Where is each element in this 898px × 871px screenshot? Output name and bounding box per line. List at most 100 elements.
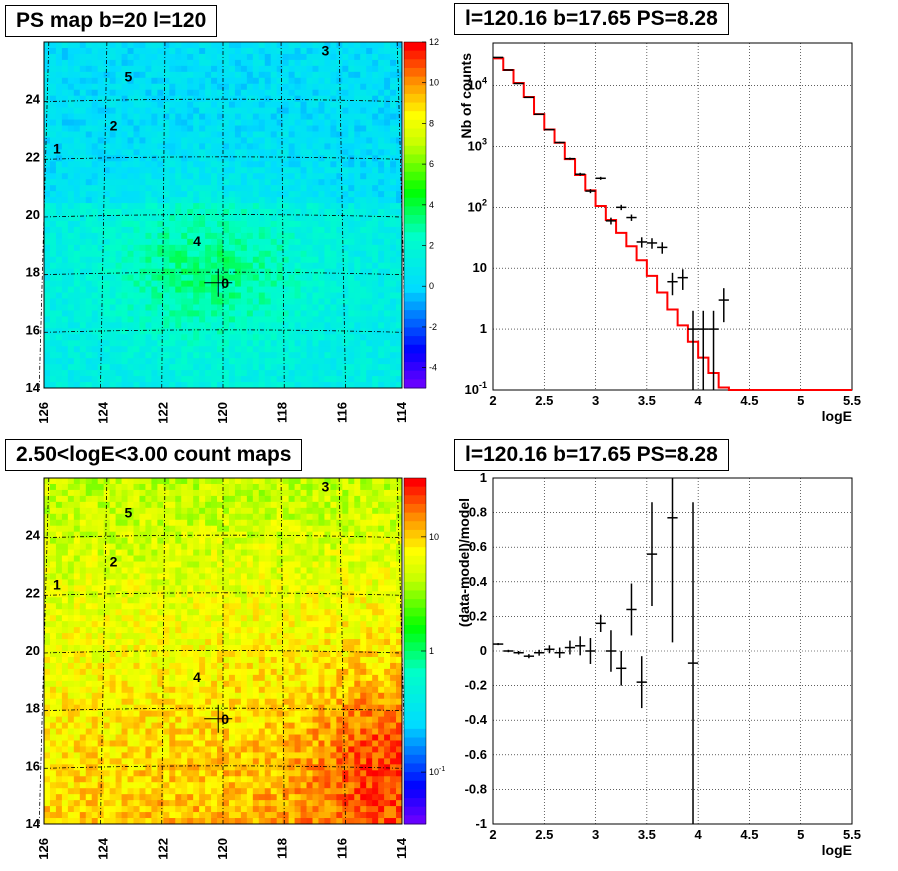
map-pixel	[318, 567, 325, 574]
map-pixel	[372, 125, 379, 132]
map-pixel	[157, 232, 164, 240]
map-pixel	[276, 382, 284, 389]
map-pixel	[193, 268, 200, 276]
map-pixel	[246, 113, 254, 120]
map-pixel	[139, 59, 146, 67]
map-pixel	[103, 537, 111, 545]
map-pixel	[79, 531, 87, 539]
map-pixel	[145, 543, 152, 550]
map-pixel	[366, 244, 373, 252]
map-pixel	[163, 352, 170, 359]
map-pixel	[109, 161, 116, 168]
map-pixel	[246, 161, 254, 168]
map-pixel	[91, 549, 99, 556]
map-pixel	[103, 346, 111, 353]
map-pixel	[49, 537, 57, 545]
map-pixel	[49, 226, 57, 234]
map-pixel	[115, 382, 122, 389]
map-pixel	[234, 89, 242, 97]
map-pixel	[223, 585, 230, 592]
map-pixel	[300, 316, 307, 323]
map-pixel	[270, 478, 278, 485]
map-pixel	[354, 77, 361, 85]
map-pixel	[169, 352, 176, 359]
map-pixel	[187, 101, 194, 109]
map-pixel	[163, 65, 170, 73]
map-pixel	[354, 310, 361, 317]
map-pixel	[270, 137, 278, 144]
map-pixel	[223, 316, 230, 323]
map-pixel	[44, 89, 51, 97]
map-pixel	[246, 304, 254, 311]
map-pixel	[264, 573, 272, 580]
map-pixel	[79, 352, 87, 359]
map-pixel	[276, 495, 284, 503]
map-pixel	[276, 161, 284, 168]
map-pixel	[181, 585, 188, 592]
map-pixel	[360, 89, 367, 97]
map-pixel	[342, 167, 349, 174]
map-pixel	[205, 519, 212, 527]
map-pixel	[211, 226, 218, 234]
map-pixel	[324, 77, 331, 85]
map-pixel	[312, 579, 319, 586]
map-pixel	[324, 268, 331, 276]
map-pixel	[223, 483, 230, 491]
map-pixel	[181, 555, 188, 562]
map-pixel	[330, 197, 337, 204]
map-pixel	[109, 585, 116, 592]
map-pixel	[145, 101, 152, 109]
colorbar-step	[404, 266, 426, 277]
colorbar-step	[404, 128, 426, 138]
map-pixel	[139, 274, 146, 282]
map-pixel	[61, 215, 69, 222]
map-pixel	[139, 89, 146, 97]
map-pixel	[91, 501, 99, 509]
map-pixel	[145, 256, 152, 264]
map-pixel	[169, 197, 176, 204]
map-pixel	[324, 244, 331, 252]
map-pixel	[324, 256, 331, 264]
map-pixel	[85, 71, 93, 79]
map-pixel	[205, 179, 212, 186]
map-pixel	[67, 519, 75, 527]
map-pixel	[73, 185, 81, 192]
map-pixel	[330, 268, 337, 276]
map-pixel	[276, 119, 284, 126]
map-pixel	[234, 531, 242, 539]
map-pixel	[187, 197, 194, 204]
map-pixel	[336, 286, 343, 293]
map-pixel	[127, 286, 134, 293]
map-pixel	[79, 83, 87, 91]
map-pixel	[157, 352, 164, 359]
map-pixel	[252, 191, 260, 198]
map-pixel	[372, 215, 379, 222]
map-pixel	[121, 161, 128, 168]
map-pixel	[252, 549, 260, 556]
map-pixel	[193, 579, 200, 586]
map-pixel	[288, 262, 295, 270]
map-pixel	[175, 561, 182, 568]
map-pixel	[288, 310, 295, 317]
map-pixel	[103, 137, 111, 144]
map-pixel	[270, 579, 278, 586]
map-pixel	[223, 137, 230, 144]
map-pixel	[109, 549, 116, 556]
map-pixel	[109, 382, 116, 389]
map-pixel	[157, 519, 164, 527]
map-pixel	[342, 113, 349, 120]
map-pixel	[342, 334, 349, 341]
map-pixel	[366, 382, 373, 389]
map-pixel	[252, 346, 260, 353]
map-pixel	[61, 561, 69, 568]
map-pixel	[252, 513, 260, 521]
map-pixel	[252, 113, 260, 120]
map-pixel	[121, 268, 128, 276]
map-pixel	[67, 573, 75, 580]
map-pixel	[354, 304, 361, 311]
map-pixel	[264, 215, 272, 222]
map-pixel	[336, 101, 343, 109]
map-pixel	[181, 334, 188, 341]
map-pixel	[49, 478, 57, 485]
map-pixel	[181, 179, 188, 186]
